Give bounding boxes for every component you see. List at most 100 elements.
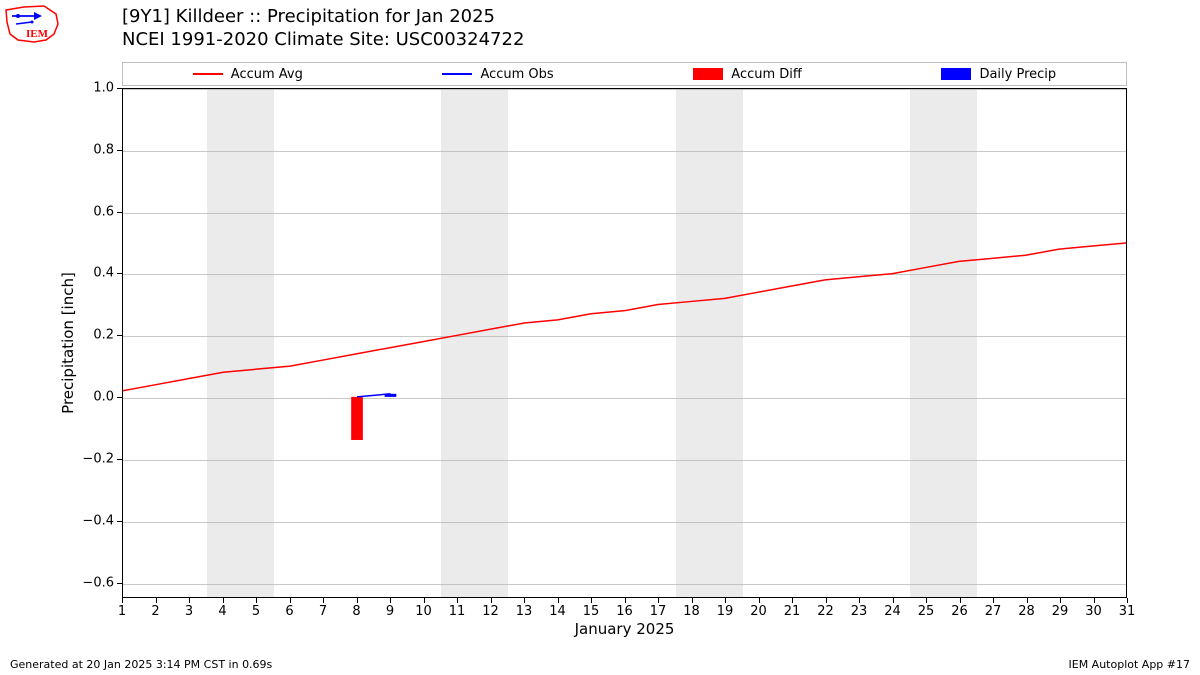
y-tick-label: 1.0 [93, 81, 114, 96]
x-tick [1094, 598, 1095, 603]
y-tick-label: −0.4 [82, 513, 114, 528]
x-tick-label: 24 [884, 604, 901, 619]
x-tick [256, 598, 257, 603]
x-tick [390, 598, 391, 603]
x-tick-label: 15 [583, 604, 600, 619]
x-tick-label: 7 [319, 604, 327, 619]
x-tick-label: 26 [951, 604, 968, 619]
y-tick [117, 583, 122, 584]
x-tick-label: 17 [650, 604, 667, 619]
title-line-1: [9Y1] Killdeer :: Precipitation for Jan … [122, 6, 524, 29]
y-tick [117, 335, 122, 336]
x-tick [491, 598, 492, 603]
legend-label: Accum Obs [480, 67, 553, 82]
y-tick-label: −0.6 [82, 575, 114, 590]
x-tick-label: 13 [516, 604, 533, 619]
x-tick-label: 22 [817, 604, 834, 619]
legend-swatch [442, 73, 472, 75]
x-tick-label: 20 [750, 604, 767, 619]
x-tick [357, 598, 358, 603]
y-tick-label: 0.8 [93, 142, 114, 157]
bar [351, 397, 363, 440]
x-tick [189, 598, 190, 603]
x-tick-label: 14 [549, 604, 566, 619]
x-tick-label: 28 [1018, 604, 1035, 619]
x-tick-label: 1 [118, 604, 126, 619]
x-tick-label: 19 [717, 604, 734, 619]
y-tick-label: 0.4 [93, 266, 114, 281]
legend-label: Accum Diff [731, 67, 802, 82]
x-tick [993, 598, 994, 603]
legend-item-accum-diff: Accum Diff [693, 67, 802, 82]
legend-label: Daily Precip [979, 67, 1056, 82]
x-tick-label: 25 [918, 604, 935, 619]
x-tick-label: 6 [285, 604, 293, 619]
legend: Accum Avg Accum Obs Accum Diff Daily Pre… [122, 62, 1127, 86]
legend-swatch [193, 73, 223, 75]
x-axis-title: January 2025 [122, 620, 1127, 638]
x-tick-label: 4 [218, 604, 226, 619]
x-tick [223, 598, 224, 603]
x-tick [625, 598, 626, 603]
x-tick-label: 21 [784, 604, 801, 619]
x-tick-label: 29 [1052, 604, 1069, 619]
footer-app: IEM Autoplot App #17 [1069, 658, 1191, 671]
x-tick-label: 12 [482, 604, 499, 619]
x-tick-label: 11 [449, 604, 466, 619]
legend-swatch [941, 68, 971, 80]
iem-logo: IEM [4, 4, 60, 44]
y-tick-label: −0.2 [82, 451, 114, 466]
legend-item-daily-precip: Daily Precip [941, 67, 1056, 82]
x-tick [960, 598, 961, 603]
y-tick [117, 150, 122, 151]
y-axis-title: Precipitation [inch] [58, 88, 78, 598]
y-tick-label: 0.6 [93, 204, 114, 219]
legend-swatch [693, 68, 723, 80]
x-tick [826, 598, 827, 603]
y-tick [117, 273, 122, 274]
y-tick [117, 397, 122, 398]
series-line [123, 243, 1126, 391]
x-tick-label: 5 [252, 604, 260, 619]
x-tick-label: 23 [851, 604, 868, 619]
chart-svg [123, 89, 1126, 597]
x-tick [424, 598, 425, 603]
y-tick-label: 0.0 [93, 390, 114, 405]
x-tick [591, 598, 592, 603]
y-tick [117, 459, 122, 460]
x-tick [792, 598, 793, 603]
y-tick [117, 521, 122, 522]
title-line-2: NCEI 1991-2020 Climate Site: USC00324722 [122, 29, 524, 52]
x-tick [658, 598, 659, 603]
x-tick-label: 31 [1119, 604, 1136, 619]
x-tick-label: 8 [352, 604, 360, 619]
x-tick [1027, 598, 1028, 603]
x-tick [926, 598, 927, 603]
x-tick-label: 27 [985, 604, 1002, 619]
y-tick [117, 212, 122, 213]
x-tick [692, 598, 693, 603]
legend-item-accum-obs: Accum Obs [442, 67, 553, 82]
x-tick [156, 598, 157, 603]
plot-area [122, 88, 1127, 598]
x-tick [725, 598, 726, 603]
x-tick [558, 598, 559, 603]
x-tick [122, 598, 123, 603]
x-tick [759, 598, 760, 603]
x-tick [1060, 598, 1061, 603]
svg-text:IEM: IEM [26, 28, 49, 40]
x-tick-label: 2 [151, 604, 159, 619]
footer-generated: Generated at 20 Jan 2025 3:14 PM CST in … [10, 658, 272, 671]
x-tick [859, 598, 860, 603]
x-tick-label: 16 [616, 604, 633, 619]
legend-label: Accum Avg [231, 67, 303, 82]
x-tick-label: 18 [683, 604, 700, 619]
x-tick [290, 598, 291, 603]
x-tick [1127, 598, 1128, 603]
x-tick [323, 598, 324, 603]
x-tick [457, 598, 458, 603]
x-tick [893, 598, 894, 603]
y-tick-label: 0.2 [93, 328, 114, 343]
x-tick-label: 30 [1085, 604, 1102, 619]
legend-item-accum-avg: Accum Avg [193, 67, 303, 82]
